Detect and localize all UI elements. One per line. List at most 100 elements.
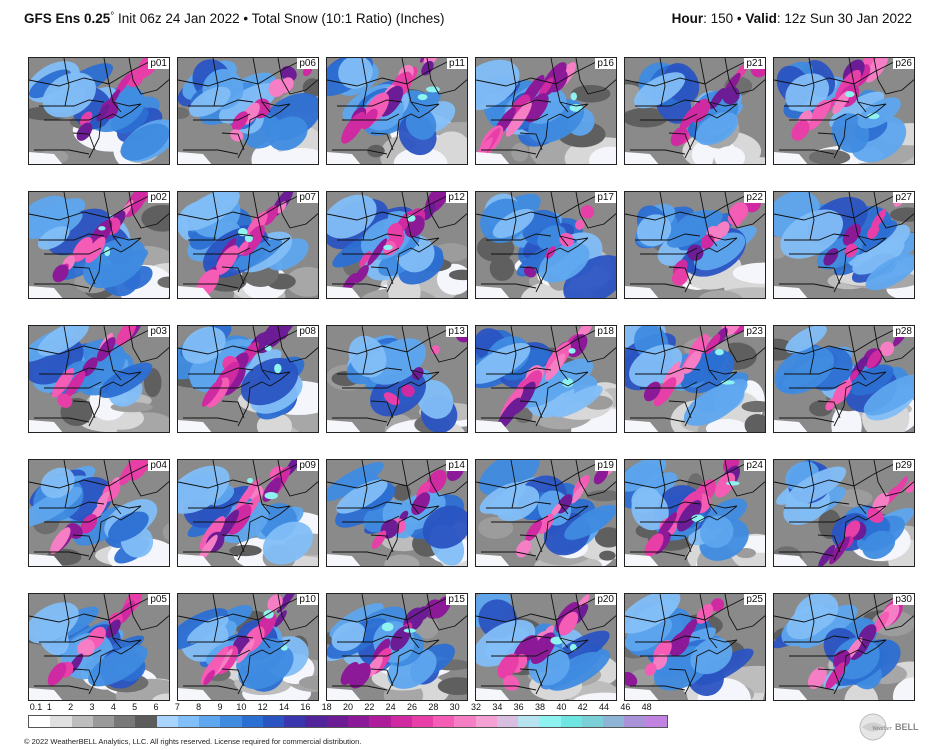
snowfall-map	[476, 326, 616, 432]
snowfall-map	[327, 58, 467, 164]
ensemble-panel: p06	[177, 57, 319, 165]
member-label: p01	[148, 58, 169, 69]
snowfall-map	[327, 326, 467, 432]
hour-label: Hour	[671, 11, 704, 26]
snowfall-map	[625, 594, 765, 700]
legend-labels: 0.1 1 2 3 4 5 6 7 8 9 10 12 14 16 18 20 22 24 26 28 30 32 34 36…	[28, 702, 668, 714]
legend-label: 10	[236, 702, 247, 712]
ensemble-panel: p14	[326, 459, 468, 567]
ensemble-panel: p04	[28, 459, 170, 567]
legend-label: 48	[641, 702, 652, 712]
snowfall-map	[29, 460, 169, 566]
legend-label: 46	[620, 702, 631, 712]
legend-swatch	[156, 716, 178, 727]
legend-swatch	[114, 716, 136, 727]
hour-value: : 150	[703, 11, 734, 26]
member-label: p04	[148, 460, 169, 471]
member-label: p12	[446, 192, 467, 203]
legend-swatch	[71, 716, 93, 727]
product-name: Total Snow (10:1 Ratio) (Inches)	[251, 11, 445, 26]
snowfall-map	[327, 192, 467, 298]
legend-swatch	[177, 716, 200, 727]
legend-label: 7	[174, 702, 180, 712]
ensemble-panel: p29	[773, 459, 915, 567]
legend-swatch	[539, 716, 561, 727]
member-label: p29	[893, 460, 914, 471]
ensemble-panel: p28	[773, 325, 915, 433]
ensemble-panel: p09	[177, 459, 319, 567]
snowfall-map	[476, 192, 616, 298]
snowfall-map	[327, 594, 467, 700]
legend-swatch	[560, 716, 582, 727]
legend-colorbar	[28, 715, 668, 728]
legend-swatch	[92, 716, 115, 727]
legend-label: 28	[428, 702, 439, 712]
legend-swatch	[581, 716, 604, 727]
legend-swatch	[518, 716, 540, 727]
snowfall-map	[476, 594, 616, 700]
legend-label: 42	[577, 702, 588, 712]
valid-value: : 12z Sun 30 Jan 2022	[776, 11, 912, 26]
ensemble-panel: p30	[773, 593, 915, 701]
model-name: GFS Ens 0.25	[24, 11, 111, 26]
legend-swatch	[220, 716, 242, 727]
snowfall-map	[774, 58, 914, 164]
ensemble-panel: p17	[475, 191, 617, 299]
ensemble-panel: p19	[475, 459, 617, 567]
snowfall-map	[625, 326, 765, 432]
snowfall-map	[327, 460, 467, 566]
legend-swatch	[326, 716, 348, 727]
snowfall-map	[178, 594, 318, 700]
member-label: p13	[446, 326, 467, 337]
ensemble-panel: p07	[177, 191, 319, 299]
product-title: GFS Ens 0.25° Init 06z 24 Jan 2022 • Tot…	[24, 11, 444, 26]
logo-text: BELL	[895, 722, 919, 732]
legend-swatch	[496, 716, 519, 727]
member-label: p17	[595, 192, 616, 203]
snowfall-map	[774, 192, 914, 298]
member-label: p27	[893, 192, 914, 203]
init-time: Init 06z 24 Jan 2022	[114, 11, 240, 26]
legend-swatch	[603, 716, 625, 727]
valid-time: Hour: 150 • Valid: 12z Sun 30 Jan 2022	[672, 11, 912, 26]
ensemble-panel: p23	[624, 325, 766, 433]
legend-swatch	[645, 716, 667, 727]
degree-symbol: °	[110, 11, 115, 22]
legend-label: 1	[46, 702, 52, 712]
member-label: p22	[744, 192, 765, 203]
snowfall-map	[178, 460, 318, 566]
member-label: p26	[893, 58, 914, 69]
legend-label: 18	[321, 702, 332, 712]
legend-label: 22	[364, 702, 375, 712]
legend-label: 16	[300, 702, 311, 712]
member-label: p30	[893, 594, 914, 605]
member-label: p02	[148, 192, 169, 203]
legend-swatch	[624, 716, 646, 727]
ensemble-panel: p22	[624, 191, 766, 299]
ensemble-panel: p16	[475, 57, 617, 165]
legend-swatch	[135, 716, 157, 727]
legend-label: 44	[598, 702, 610, 712]
ensemble-panel: p20	[475, 593, 617, 701]
snowfall-map	[774, 326, 914, 432]
ensemble-panel: p05	[28, 593, 170, 701]
ensemble-panel: p03	[28, 325, 170, 433]
legend-swatch	[29, 716, 51, 727]
logo-prefix: Weather	[872, 726, 892, 732]
member-label: p28	[893, 326, 914, 337]
ensemble-panel: p15	[326, 593, 468, 701]
member-label: p07	[297, 192, 318, 203]
member-label: p25	[744, 594, 765, 605]
color-legend: 0.1 1 2 3 4 5 6 7 8 9 10 12 14 16 18 20 22 24 26 28 30 32 34 36…	[28, 702, 668, 732]
member-label: p08	[297, 326, 318, 337]
legend-swatch	[369, 716, 391, 727]
legend-swatch	[50, 716, 72, 727]
snowfall-map	[625, 460, 765, 566]
legend-label: 9	[217, 702, 223, 712]
legend-label: 8	[196, 702, 202, 712]
member-label: p20	[595, 594, 616, 605]
legend-label: 5	[132, 702, 138, 712]
member-label: p19	[595, 460, 616, 471]
member-label: p14	[446, 460, 467, 471]
snowfall-map	[178, 192, 318, 298]
